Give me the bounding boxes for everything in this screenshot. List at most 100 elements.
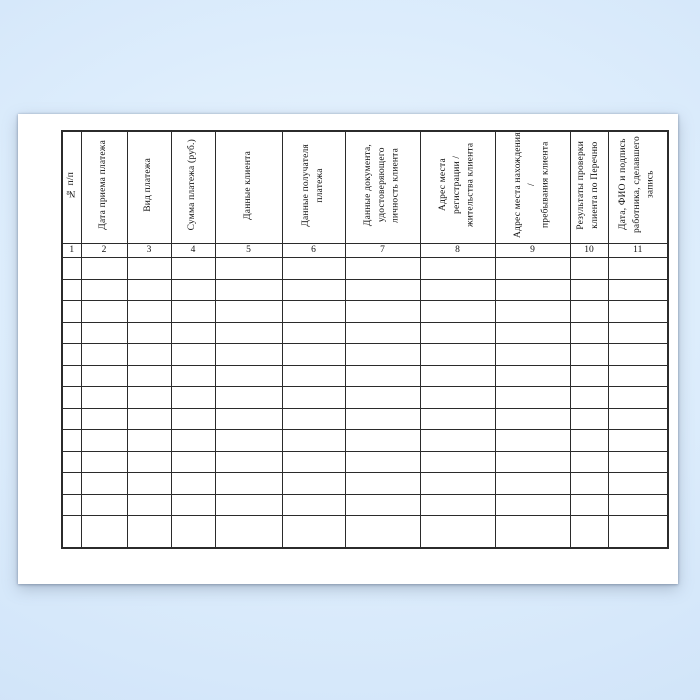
empty-cell — [80, 450, 128, 474]
empty-cell — [80, 343, 128, 366]
empty-cell — [494, 515, 571, 549]
empty-cell — [281, 407, 346, 431]
empty-cell — [569, 300, 609, 323]
column-header-label: Адрес места регистрации / жительства кли… — [437, 142, 476, 228]
table-row — [61, 300, 669, 323]
empty-cell — [494, 257, 571, 280]
empty-cell — [281, 429, 346, 452]
empty-cell — [126, 386, 172, 409]
empty-cell — [419, 364, 496, 388]
column-header-label: Адрес места нахождения / пребывания клие… — [512, 132, 551, 238]
table-row — [61, 450, 669, 474]
table-row — [61, 321, 669, 345]
column-header: Вид платежа — [126, 130, 172, 244]
empty-cell — [569, 472, 609, 495]
empty-cell — [80, 257, 128, 280]
empty-cell — [569, 386, 609, 409]
empty-cell — [281, 515, 346, 549]
empty-cell — [494, 364, 571, 388]
document-page: № п/п Дата приема платежа Вид платежа Су… — [18, 114, 678, 584]
empty-cell — [494, 450, 571, 474]
empty-cell — [607, 493, 669, 517]
empty-cell — [80, 386, 128, 409]
empty-cell — [214, 515, 283, 549]
empty-cell — [80, 300, 128, 323]
empty-cell — [607, 321, 669, 345]
empty-cell — [214, 257, 283, 280]
empty-cell — [61, 407, 82, 431]
column-header: Данные получателя платежа — [281, 130, 346, 244]
empty-cell — [494, 493, 571, 517]
empty-cell — [126, 407, 172, 431]
empty-cell — [569, 278, 609, 302]
table-row — [61, 364, 669, 388]
empty-cell — [607, 300, 669, 323]
empty-cell — [419, 450, 496, 474]
empty-cell — [281, 493, 346, 517]
column-header: Сумма платежа (руб.) — [170, 130, 216, 244]
empty-cell — [569, 450, 609, 474]
empty-cell — [344, 515, 421, 549]
empty-cell — [214, 450, 283, 474]
empty-cell — [344, 407, 421, 431]
empty-cell — [61, 515, 82, 549]
empty-cell — [494, 321, 571, 345]
column-header: Адрес места регистрации / жительства кли… — [419, 130, 496, 244]
empty-cell — [170, 515, 216, 549]
empty-cell — [61, 278, 82, 302]
empty-cell — [569, 257, 609, 280]
empty-cell — [569, 407, 609, 431]
empty-cell — [61, 429, 82, 452]
empty-cell — [214, 343, 283, 366]
empty-cell — [607, 407, 669, 431]
empty-cell — [80, 364, 128, 388]
empty-cell — [344, 343, 421, 366]
empty-cell — [80, 429, 128, 452]
empty-cell — [607, 364, 669, 388]
empty-cell — [126, 257, 172, 280]
table-row — [61, 472, 669, 495]
empty-cell — [126, 429, 172, 452]
empty-cell — [170, 278, 216, 302]
column-number-row: 1 2 3 4 5 6 7 8 9 10 11 — [61, 243, 669, 258]
empty-cell — [607, 343, 669, 366]
empty-cell — [170, 364, 216, 388]
empty-cell — [214, 300, 283, 323]
empty-cell — [214, 472, 283, 495]
empty-cell — [569, 493, 609, 517]
empty-cell — [281, 450, 346, 474]
empty-cell — [419, 278, 496, 302]
empty-cell — [214, 364, 283, 388]
empty-cell — [607, 515, 669, 549]
table-row — [61, 515, 669, 549]
empty-cell — [607, 386, 669, 409]
empty-cell — [344, 321, 421, 345]
empty-cell — [569, 515, 609, 549]
empty-cell — [214, 278, 283, 302]
empty-cell — [494, 407, 571, 431]
empty-cell — [607, 450, 669, 474]
table-row — [61, 493, 669, 517]
empty-cell — [419, 321, 496, 345]
empty-cell — [61, 321, 82, 345]
empty-cell — [61, 472, 82, 495]
column-number-cell: 2 — [80, 243, 128, 258]
empty-cell — [569, 343, 609, 366]
empty-cell — [80, 321, 128, 345]
empty-cell — [344, 257, 421, 280]
table-container: № п/п Дата приема платежа Вид платежа Су… — [61, 130, 669, 549]
empty-cell — [126, 515, 172, 549]
empty-cell — [281, 364, 346, 388]
column-number-cell: 10 — [569, 243, 609, 258]
column-header-label: Результаты проверки клиента по Перечню — [576, 140, 600, 230]
empty-cell — [607, 472, 669, 495]
table-row — [61, 407, 669, 431]
empty-cell — [494, 278, 571, 302]
column-header-label: Данные клиента — [242, 150, 253, 220]
column-header: Адрес места нахождения / пребывания клие… — [494, 130, 571, 244]
column-header: Результаты проверки клиента по Перечню — [569, 130, 609, 244]
empty-cell — [419, 472, 496, 495]
empty-cell — [61, 257, 82, 280]
column-header: Дата приема платежа — [80, 130, 128, 244]
